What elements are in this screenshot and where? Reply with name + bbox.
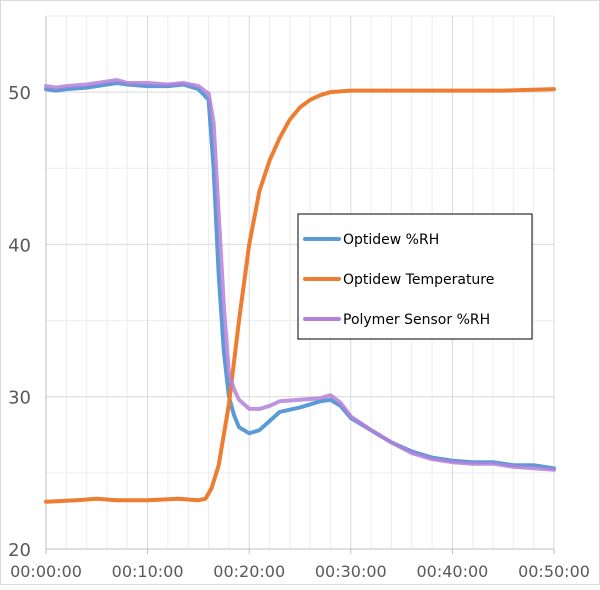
series-lines	[44, 78, 556, 504]
y-tick-label: 30	[8, 388, 31, 409]
x-tick-label: 00:20:00	[213, 562, 285, 581]
legend: Optidew %RH Optidew Temperature Polymer Se…	[297, 213, 533, 340]
axes: 00:00:00 00:10:00 00:20:00 00:30:00 00:40:00…	[8, 16, 590, 581]
y-tick-label: 20	[8, 540, 31, 561]
x-tick-label: 00:50:00	[518, 562, 590, 581]
y-tick-label: 50	[8, 83, 31, 104]
x-tick-label: 00:00:00	[10, 562, 82, 581]
x-tick-label: 00:40:00	[416, 562, 488, 581]
x-tick-label: 00:10:00	[112, 562, 184, 581]
series-line-2	[44, 78, 556, 472]
legend-label-2: Polymer Sensor %RH	[343, 312, 490, 328]
y-tick-label: 40	[8, 235, 31, 256]
legend-label-1: Optidew Temperature	[343, 272, 494, 288]
x-tick-label: 00:30:00	[315, 562, 387, 581]
series-line-1	[44, 87, 556, 504]
legend-label-0: Optidew %RH	[343, 232, 439, 248]
